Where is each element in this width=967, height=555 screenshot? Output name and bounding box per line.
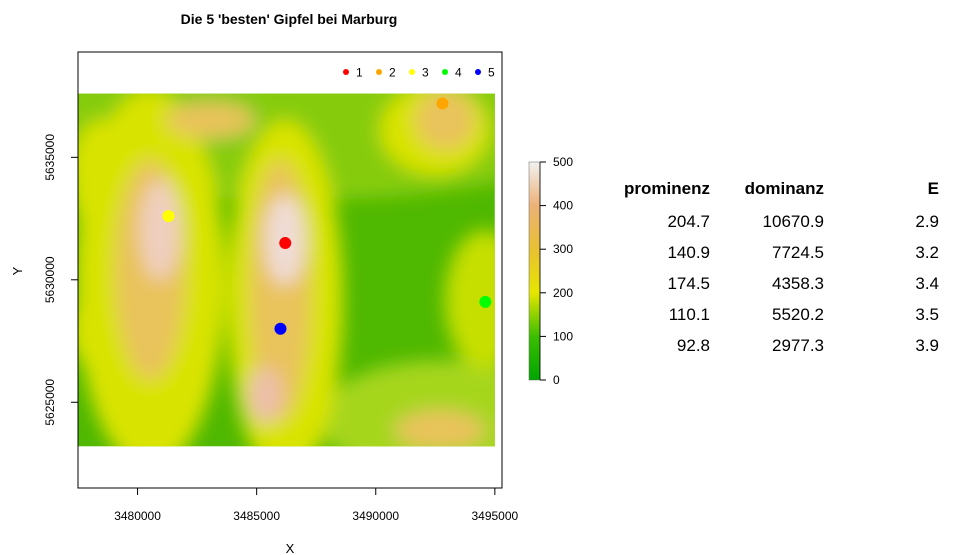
cell-e: 3.5: [915, 304, 939, 324]
x-tick-label: 3480000: [114, 509, 161, 523]
colorbar: [528, 161, 541, 381]
cell-dominanz: 4358.3: [772, 273, 824, 293]
chart-title: Die 5 'besten' Gipfel bei Marburg: [181, 11, 398, 27]
peak-marker-5: [274, 322, 287, 335]
elevation-raster: [78, 93, 495, 447]
y-tick-label: 5635000: [43, 134, 57, 181]
cell-prominenz: 204.7: [667, 211, 710, 231]
cell-dominanz: 7724.5: [772, 242, 824, 262]
peak-marker-3: [162, 210, 175, 223]
legend-marker-2: [376, 69, 382, 75]
legend-label-3: 3: [422, 66, 429, 80]
peaks-stats-table: prominenz dominanz E 204.7 10670.9 2.9 1…: [606, 176, 939, 361]
peak-marker-4: [479, 295, 492, 308]
legend-marker-3: [409, 69, 415, 75]
x-tick-label: 3490000: [352, 509, 399, 523]
table-row: 140.9 7724.5 3.2: [606, 237, 939, 268]
y-tick-label: 5630000: [43, 256, 57, 303]
x-axis: 3480000 3485000 3490000 3495000: [114, 487, 519, 523]
peak-marker-2: [436, 97, 449, 110]
colorbar-tick-label: 0: [553, 373, 560, 387]
cell-prominenz: 174.5: [667, 273, 710, 293]
y-axis: 5625000 5630000 5635000: [43, 134, 79, 426]
peaks-legend: 1 2 3 4 5: [343, 66, 495, 80]
colorbar-tick-label: 300: [553, 242, 573, 256]
legend-marker-5: [475, 69, 481, 75]
legend-label-2: 2: [389, 66, 396, 80]
cell-e: 3.4: [915, 273, 939, 293]
cell-prominenz: 110.1: [668, 304, 710, 324]
table-row: 204.7 10670.9 2.9: [606, 206, 939, 237]
x-tick-label: 3495000: [471, 509, 518, 523]
peak-marker-1: [279, 237, 292, 250]
legend-marker-4: [442, 69, 448, 75]
legend-marker-1: [343, 69, 349, 75]
column-header-dominanz: dominanz: [744, 179, 824, 198]
cell-dominanz: 5520.2: [772, 304, 824, 324]
y-axis-label: Y: [10, 266, 25, 275]
column-header-e: E: [927, 179, 939, 198]
cell-prominenz: 140.9: [667, 242, 710, 262]
colorbar-tick-label: 100: [553, 329, 573, 343]
colorbar-tick-label: 400: [553, 199, 573, 213]
colorbar-axis: 0 100 200 300 400 500: [539, 155, 573, 387]
legend-label-1: 1: [356, 66, 363, 80]
x-axis-label: X: [286, 541, 295, 555]
cell-e: 3.2: [915, 242, 939, 262]
legend-label-4: 4: [455, 66, 462, 80]
cell-e: 3.9: [915, 335, 939, 355]
table-header-row: prominenz dominanz E: [606, 176, 939, 206]
table-row: 174.5 4358.3 3.4: [606, 268, 939, 299]
table-row: 92.8 2977.3 3.9: [606, 330, 939, 361]
cell-prominenz: 92.8: [676, 335, 710, 355]
colorbar-tick-label: 200: [553, 286, 573, 300]
colorbar-tick-label: 500: [553, 155, 573, 169]
cell-dominanz: 2977.3: [772, 335, 824, 355]
cell-dominanz: 10670.9: [762, 211, 824, 231]
legend-label-5: 5: [488, 66, 495, 80]
x-tick-label: 3485000: [233, 509, 280, 523]
cell-e: 2.9: [915, 211, 939, 231]
column-header-prominenz: prominenz: [624, 179, 710, 198]
y-tick-label: 5625000: [43, 379, 57, 426]
peaks-layer: [162, 97, 492, 335]
table-row: 110.1 5520.2 3.5: [606, 299, 939, 330]
